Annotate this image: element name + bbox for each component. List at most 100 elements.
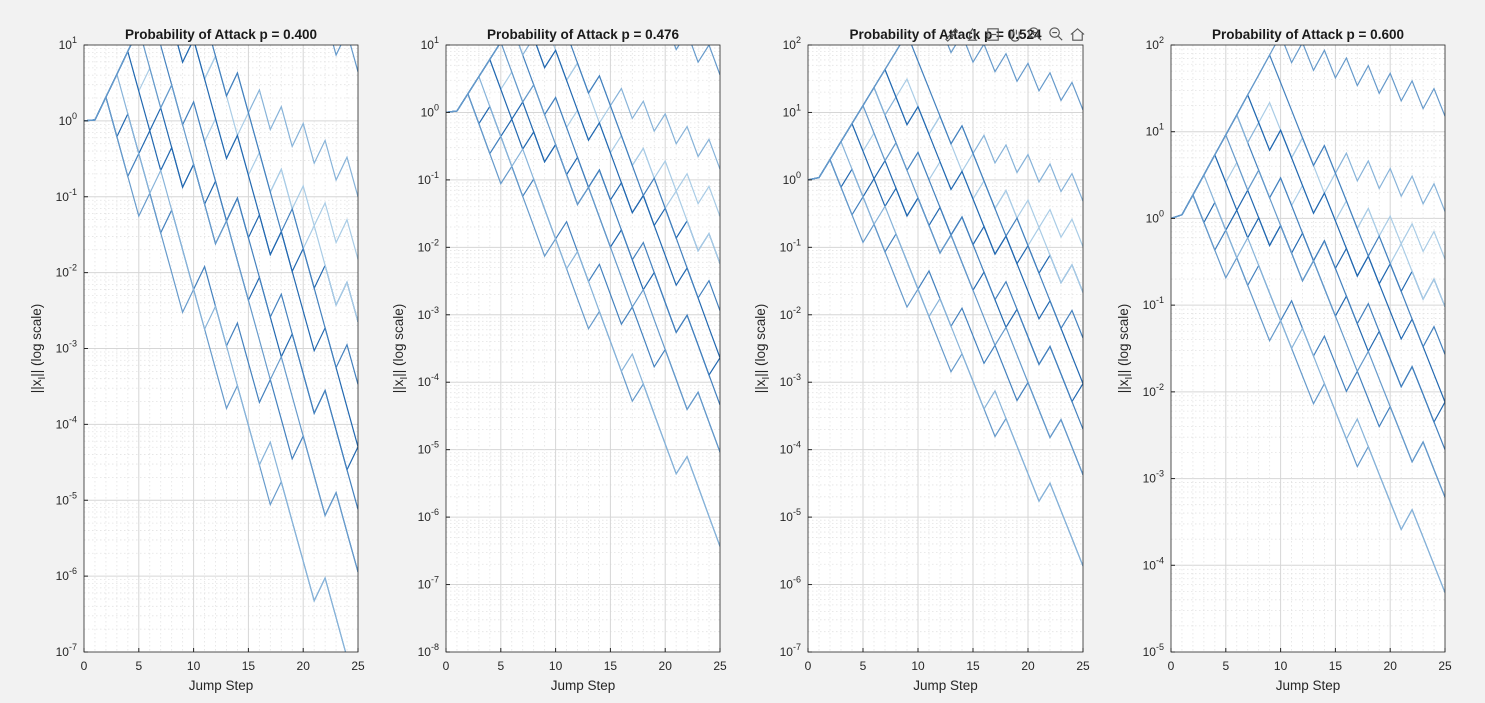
- subplot-1: 0 5 10 15 20 2510-710-610-510-410-310-210-110…: [29, 27, 365, 693]
- x-tick-label: 15: [604, 659, 618, 673]
- brush-button[interactable]: [942, 24, 961, 44]
- y-tick-exponent: 2: [796, 35, 801, 45]
- x-tick-label: 20: [1021, 659, 1035, 673]
- y-axis-label: ||xI|| (log scale): [29, 304, 48, 394]
- y-tick-exponent: -5: [1156, 642, 1164, 652]
- y-tick-exponent: -3: [793, 372, 801, 382]
- x-tick-label: 0: [1168, 659, 1175, 673]
- data-tips-button[interactable]: [963, 24, 982, 44]
- x-tick-label: 5: [497, 659, 504, 673]
- x-tick-label: 20: [1384, 659, 1398, 673]
- y-axis-label: ||xI|| (log scale): [1116, 304, 1135, 394]
- x-tick-label: 25: [1438, 659, 1452, 673]
- series-line-13: [1171, 45, 1445, 219]
- axes-background: [446, 45, 720, 652]
- pan-button[interactable]: [1005, 24, 1024, 44]
- y-tick-exponent: 0: [72, 111, 77, 121]
- y-tick-exponent: -6: [793, 575, 801, 585]
- y-tick-exponent: -7: [793, 642, 801, 652]
- x-tick-label: 5: [135, 659, 142, 673]
- y-label-rest: || (log scale): [29, 304, 44, 377]
- x-tick-label: 5: [1222, 659, 1229, 673]
- chart-title: Probability of Attack p = 0.524: [850, 27, 1042, 42]
- x-tick-label: 25: [713, 659, 727, 673]
- series-line-13: [808, 45, 1083, 181]
- y-tick-exponent: 1: [72, 35, 77, 45]
- y-axis-label: ||xI|| (log scale): [391, 304, 410, 394]
- y-label-main: ||x: [391, 379, 406, 393]
- zoom-out-button[interactable]: [1047, 24, 1066, 44]
- x-tick-label: 15: [966, 659, 980, 673]
- x-tick-label: 0: [443, 659, 450, 673]
- grid: [808, 45, 1083, 652]
- zoom-out-icon: [1049, 26, 1063, 41]
- axes-background: [808, 45, 1083, 652]
- y-tick-exponent: -3: [1156, 469, 1164, 479]
- chart-title: Probability of Attack p = 0.400: [125, 27, 317, 42]
- y-label-subscript: I: [399, 377, 410, 380]
- x-tick-label: 15: [1329, 659, 1343, 673]
- series-line-4: [446, 75, 720, 547]
- y-tick-exponent: -4: [431, 372, 439, 382]
- y-tick-exponent: -7: [69, 642, 77, 652]
- series-line-13: [446, 45, 720, 113]
- y-tick-exponent: 0: [434, 102, 439, 112]
- x-axis-label: Jump Step: [1276, 678, 1341, 693]
- y-tick-exponent: -1: [1156, 295, 1164, 305]
- series-group: [808, 45, 1083, 567]
- y-tick-exponent: 1: [1159, 122, 1164, 132]
- y-label-subscript: I: [37, 377, 48, 380]
- y-label-rest: || (log scale): [753, 304, 768, 377]
- y-tick-exponent: -1: [431, 170, 439, 180]
- y-label-rest: || (log scale): [391, 304, 406, 377]
- y-tick-exponent: -2: [1156, 382, 1164, 392]
- series-line-13: [84, 45, 358, 122]
- y-tick-exponent: 0: [796, 170, 801, 180]
- y-label-main: ||x: [1116, 379, 1131, 393]
- y-label-main: ||x: [29, 379, 44, 393]
- series-line-4: [808, 140, 1083, 567]
- home-button[interactable]: [1068, 24, 1087, 44]
- axes-box: [445, 44, 721, 653]
- y-tick-exponent: 1: [796, 102, 801, 112]
- x-tick-label: 0: [805, 659, 812, 673]
- brush-icon: [945, 27, 958, 42]
- x-tick-label: 10: [549, 659, 563, 673]
- x-tick-label: 15: [242, 659, 256, 673]
- y-tick-exponent: -1: [69, 187, 77, 197]
- y-tick-exponent: 0: [1159, 208, 1164, 218]
- x-tick-label: 10: [911, 659, 925, 673]
- y-tick-exponent: -8: [431, 642, 439, 652]
- x-tick-label: 25: [1076, 659, 1090, 673]
- chart-title: Probability of Attack p = 0.476: [487, 27, 679, 42]
- y-label-subscript: I: [761, 377, 772, 380]
- grid: [1171, 45, 1445, 652]
- restore-view-button[interactable]: [984, 24, 1003, 44]
- series-line-4: [84, 72, 347, 652]
- restore-view-icon: [987, 27, 999, 41]
- subplot-2: 0 5 10 15 20 2510-810-710-610-510-410-310-210…: [391, 27, 727, 693]
- zoom-in-button[interactable]: [1026, 24, 1045, 44]
- series-group: [446, 45, 720, 547]
- x-tick-label: 20: [297, 659, 311, 673]
- chart-title: Probability of Attack p = 0.600: [1212, 27, 1404, 42]
- zoom-in-icon: [1028, 26, 1042, 41]
- series-line-4: [1171, 173, 1445, 593]
- y-tick-exponent: 1: [434, 35, 439, 45]
- subplot-3: 0 5 10 15 20 2510-710-610-510-410-310-210-110…: [753, 27, 1090, 693]
- y-tick-exponent: -5: [793, 507, 801, 517]
- y-tick-exponent: -2: [793, 305, 801, 315]
- y-label-main: ||x: [753, 379, 768, 393]
- axes-background: [1171, 45, 1445, 652]
- y-axis-label: ||xI|| (log scale): [753, 304, 772, 394]
- x-tick-label: 20: [659, 659, 673, 673]
- y-tick-exponent: -1: [793, 237, 801, 247]
- x-axis-label: Jump Step: [189, 678, 254, 693]
- y-tick-exponent: 2: [1159, 35, 1164, 45]
- home-icon: [1070, 27, 1085, 41]
- x-tick-label: 10: [187, 659, 201, 673]
- y-tick-exponent: -3: [69, 339, 77, 349]
- y-tick-exponent: -5: [69, 490, 77, 500]
